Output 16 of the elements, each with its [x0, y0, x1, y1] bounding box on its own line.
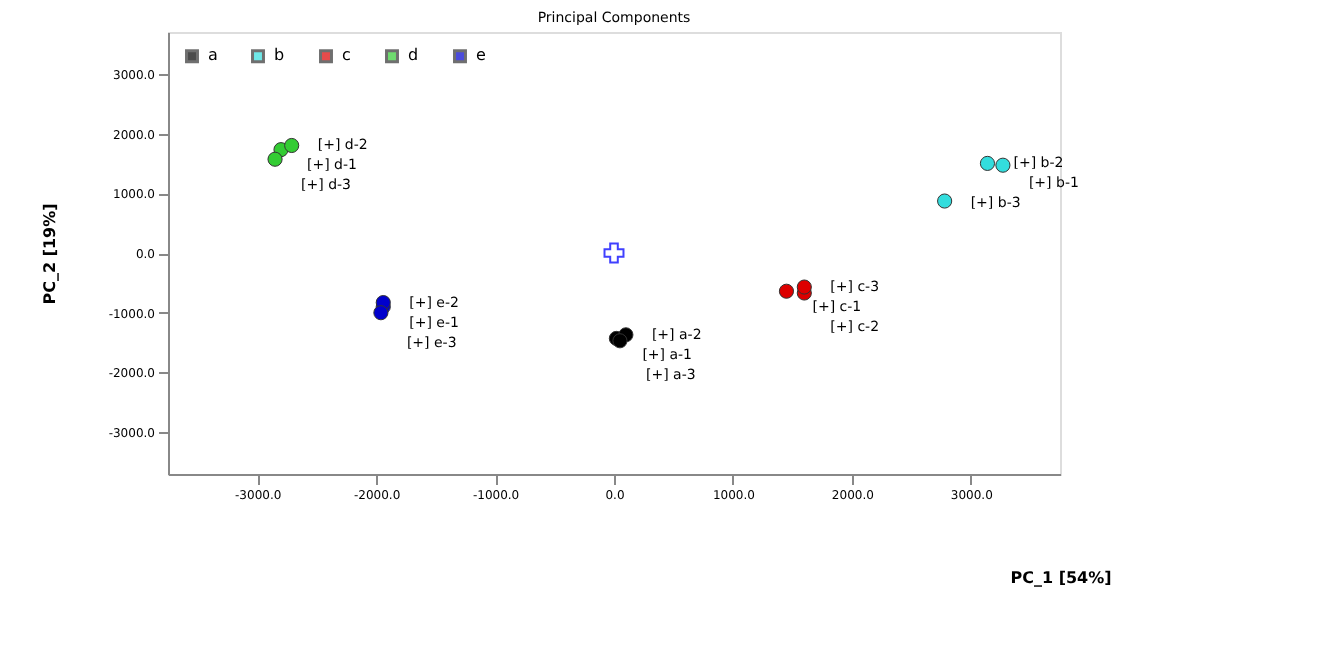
legend-label: e	[476, 46, 486, 65]
legend-label: b	[274, 46, 285, 65]
legend-label: d	[408, 46, 419, 65]
point	[979, 155, 996, 171]
point	[778, 283, 795, 299]
point	[373, 305, 389, 321]
point	[267, 151, 283, 167]
point	[995, 157, 1011, 173]
legend-label: a	[208, 46, 218, 65]
point	[603, 242, 625, 264]
legend-label: c	[342, 46, 351, 65]
point	[284, 137, 300, 154]
y-axis-title: PC_2 [19%]	[40, 203, 59, 305]
point	[796, 279, 812, 295]
point	[937, 193, 953, 209]
x-axis-title: PC_1 [54%]	[1010, 569, 1112, 587]
